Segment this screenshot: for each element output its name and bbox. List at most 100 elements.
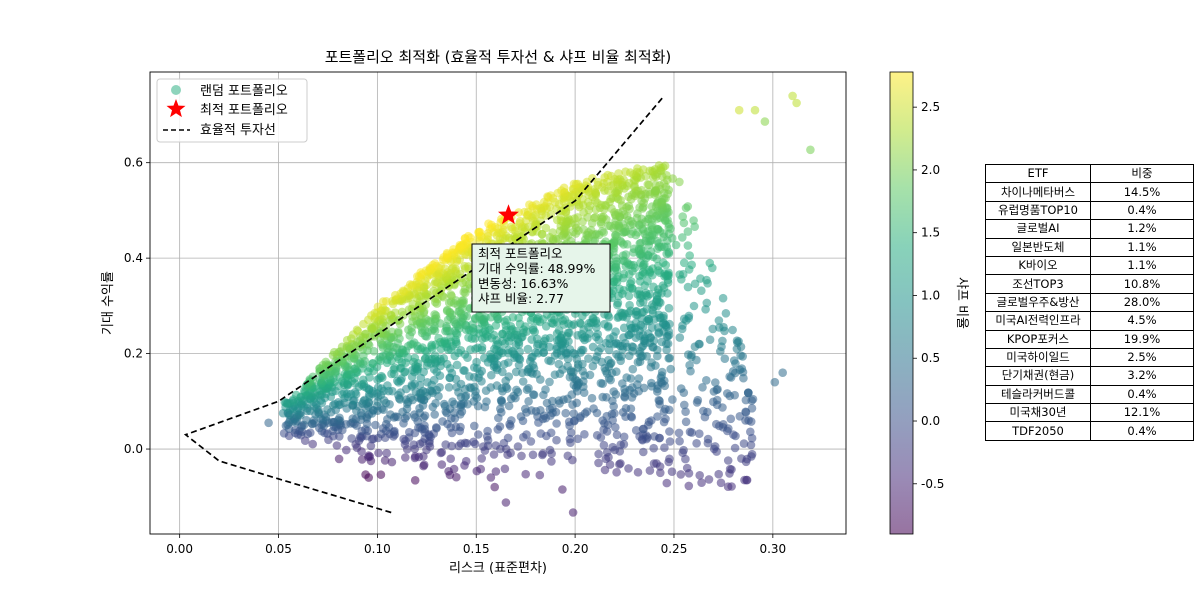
portfolio-point [616,308,625,318]
portfolio-point [575,318,585,328]
portfolio-point [674,428,684,438]
portfolio-point [603,170,613,180]
portfolio-point [645,166,654,176]
portfolio-point [391,290,400,300]
portfolio-point [559,183,569,193]
portfolio-point [746,427,755,437]
portfolio-point [723,389,732,398]
colorbar-ticks: -0.5 0.0 0.5 1.0 1.5 2.0 2.5 [913,100,944,491]
portfolio-point [321,357,331,367]
weight-cell: 12.1% [1090,403,1194,423]
portfolio-point [636,258,645,268]
portfolio-point [725,464,735,474]
portfolio-point [591,212,600,222]
portfolio-point [536,429,546,438]
portfolio-point [566,428,576,437]
portfolio-point [568,508,578,517]
portfolio-point [470,421,479,431]
portfolio-point [613,298,623,308]
portfolio-point [662,478,672,488]
portfolio-point [582,407,592,417]
portfolio-point [704,475,714,484]
table-row: 글로벌우주&방산 28.0% [985,292,1194,313]
portfolio-point [476,464,486,474]
portfolio-point [721,309,731,318]
portfolio-point [629,244,639,254]
x-tick-label: 0.25 [661,542,688,556]
portfolio-point [689,216,698,225]
portfolio-point [371,420,380,430]
portfolio-point [628,227,637,236]
y-axis-label: 기대 수익률 [101,271,116,335]
portfolio-point [675,333,685,342]
portfolio-point [683,202,693,211]
portfolio-point [496,404,505,414]
portfolio-point [665,353,674,363]
portfolio-point [676,470,686,479]
portfolio-point [521,469,530,479]
portfolio-point [526,437,536,446]
weight-cell: 0.4% [1090,421,1194,441]
portfolio-point [461,456,471,466]
portfolio-point [373,383,383,392]
portfolio-point [665,437,675,446]
portfolio-point [714,469,723,479]
portfolio-point [474,228,483,237]
portfolio-point [680,400,689,410]
portfolio-point [410,476,420,485]
portfolio-point [546,428,556,438]
portfolio-point [437,460,447,469]
portfolio-point [427,340,437,350]
portfolio-point [647,378,656,388]
portfolio-point [719,420,728,429]
portfolio-point [597,212,606,222]
portfolio-point [405,427,414,437]
portfolio-point [643,276,652,286]
portfolio-point [524,383,533,393]
portfolio-point [264,418,273,428]
portfolio-point [431,399,440,408]
portfolio-point [366,441,376,451]
x-tick-label: 0.30 [759,542,786,556]
portfolio-point [698,383,707,392]
portfolio-point [369,347,379,356]
portfolio-point [792,98,801,108]
portfolio-point [449,464,459,474]
portfolio-point [600,465,610,475]
portfolio-point [611,423,620,432]
weight-cell: 1.2% [1090,219,1194,239]
portfolio-point [448,397,457,407]
table-row: KPOP포커스 19.9% [985,329,1194,349]
portfolio-point [588,174,597,183]
portfolio-point [621,167,630,176]
etf-cell: 테슬라커버드콜 [985,384,1091,405]
portfolio-point [496,396,506,405]
weight-cell: 10.8% [1090,274,1194,294]
portfolio-point [788,91,797,101]
table-row: 글로벌AI 1.2% [985,219,1194,239]
portfolio-point [474,312,483,321]
portfolio-point [500,464,510,474]
portfolio-point [504,358,513,367]
portfolio-point [563,361,572,371]
portfolio-point [565,434,575,444]
portfolio-point [627,277,636,286]
portfolio-point [653,412,662,421]
portfolio-point [650,432,659,441]
portfolio-point [504,401,514,411]
portfolio-point [565,345,575,354]
x-axis-ticks: 0.00 0.05 0.10 0.15 0.20 0.25 0.30 [166,534,786,556]
portfolio-point [459,366,468,375]
portfolio-point [469,437,478,447]
etf-cell: 미국채30년 [985,403,1091,423]
colorbar-tick-label: 1.0 [921,288,940,302]
portfolio-point [598,392,607,402]
portfolio-point [689,301,699,311]
portfolio-point [410,353,420,363]
portfolio-point [465,383,474,392]
portfolio-point [737,454,746,463]
portfolio-point [390,308,400,318]
etf-cell: 미국하이일드 [985,347,1091,368]
portfolio-point [679,445,688,455]
portfolio-point [432,423,441,432]
